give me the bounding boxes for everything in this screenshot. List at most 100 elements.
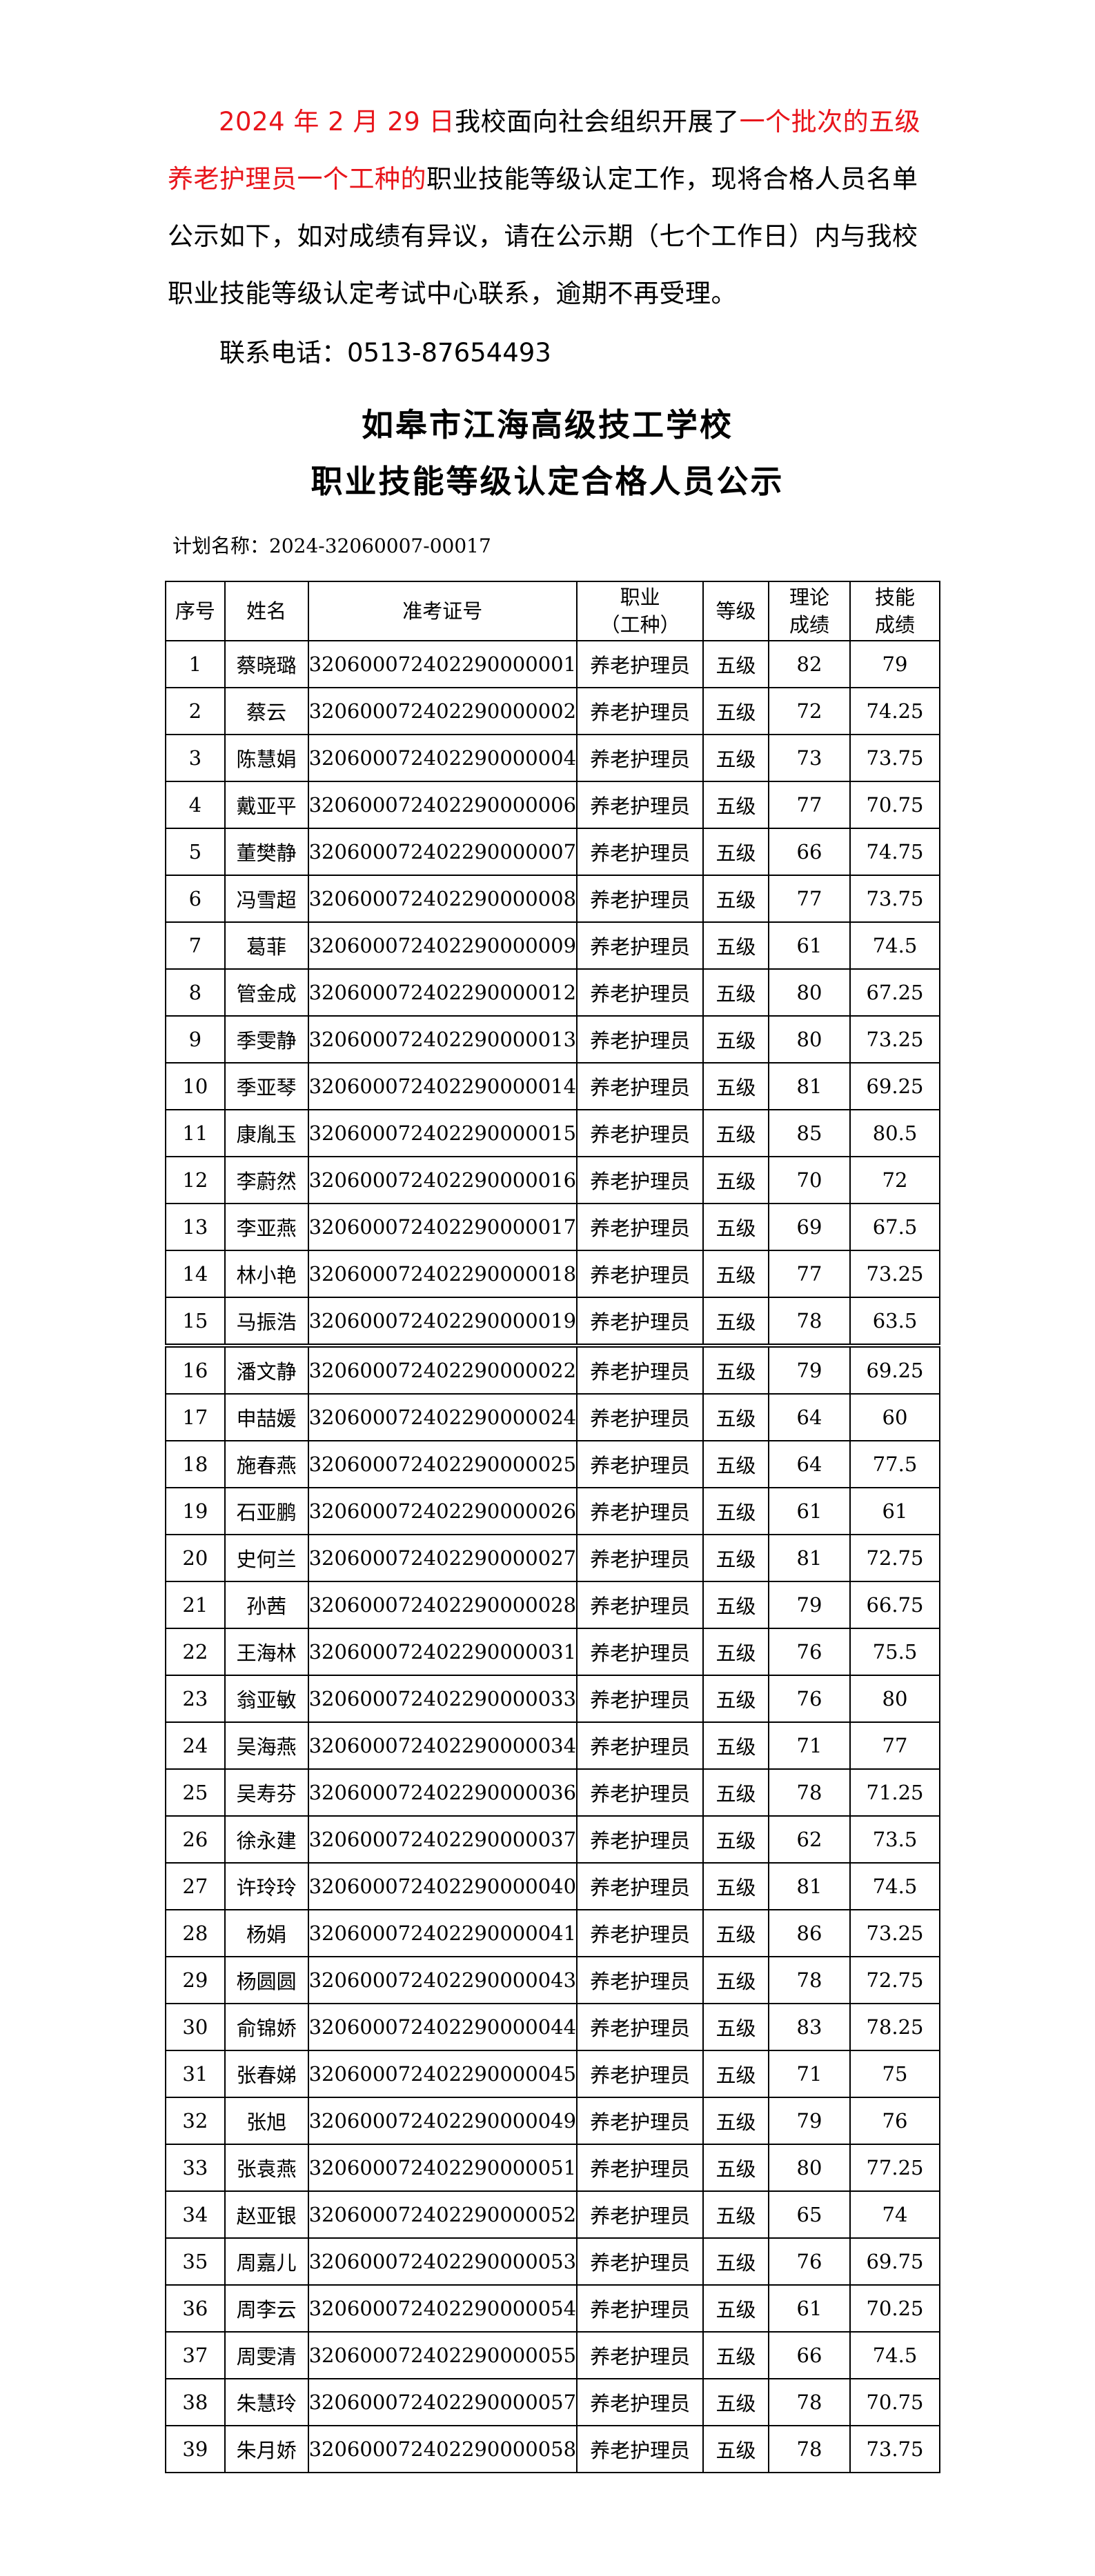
cell-no: 11 xyxy=(165,1109,226,1157)
cell-occupation: 养老护理员 xyxy=(576,1062,704,1110)
cell-name: 冯雪超 xyxy=(224,875,309,923)
cell-occupation: 养老护理员 xyxy=(576,921,704,970)
notice-text-2: 职业技能等级认定工作，现将合格人员名单公示如下，如对成绩有异议，请在公示期（七个… xyxy=(168,164,918,308)
cell-theory-score: 70 xyxy=(767,1156,851,1204)
cell-theory-score: 64 xyxy=(767,1440,851,1488)
cell-theory-score: 81 xyxy=(767,1062,851,1110)
cell-name: 张旭 xyxy=(224,2097,309,2145)
cell-no: 26 xyxy=(165,1815,226,1864)
cell-no: 27 xyxy=(165,1862,226,1910)
cell-name: 赵亚银 xyxy=(224,2190,309,2239)
cell-level: 五级 xyxy=(702,1675,769,1723)
cell-theory-score: 71 xyxy=(767,2050,851,2098)
cell-name: 朱慧玲 xyxy=(224,2378,309,2426)
cell-occupation: 养老护理员 xyxy=(576,1297,704,1346)
header-theory-line1: 理论 xyxy=(789,586,829,609)
plan-name: 计划名称：2024-32060007-00017 xyxy=(172,535,491,557)
cell-occupation: 养老护理员 xyxy=(576,1156,704,1204)
table-row: 35 周嘉儿 320600072402290000053 养老护理员 五级 76 69.75 xyxy=(165,2237,940,2286)
notice-batch: 一个批次的五级养老护理员一个工种的 xyxy=(168,107,921,194)
cell-ticket: 320600072402290000058 xyxy=(307,2425,578,2473)
cell-occupation: 养老护理员 xyxy=(576,875,704,923)
cell-ticket: 320600072402290000022 xyxy=(307,1344,578,1395)
table-row: 29 杨圆圆 320600072402290000043 养老护理员 五级 78 72.75 xyxy=(165,1956,940,2004)
cell-theory-score: 78 xyxy=(767,2378,851,2426)
cell-skill-score: 70.75 xyxy=(849,781,940,829)
cell-name: 周李云 xyxy=(224,2284,309,2333)
cell-no: 13 xyxy=(165,1203,226,1251)
cell-level: 五级 xyxy=(702,1862,769,1910)
cell-level: 五级 xyxy=(702,875,769,923)
cell-theory-score: 72 xyxy=(767,687,851,735)
cell-occupation: 养老护理员 xyxy=(576,1534,704,1582)
cell-level: 五级 xyxy=(702,1250,769,1298)
cell-no: 19 xyxy=(165,1487,226,1535)
cell-name: 潘文静 xyxy=(224,1344,309,1395)
header-occupation: 职业 （工种） xyxy=(576,581,704,641)
cell-name: 季亚琴 xyxy=(224,1062,309,1110)
table-row: 1 蔡晓璐 320600072402290000001 养老护理员 五级 82 79 xyxy=(165,640,940,688)
cell-level: 五级 xyxy=(702,2331,769,2379)
cell-theory-score: 61 xyxy=(767,2284,851,2333)
header-theory: 理论 成绩 xyxy=(767,581,851,641)
cell-name: 蔡云 xyxy=(224,687,309,735)
cell-ticket: 320600072402290000053 xyxy=(307,2237,578,2286)
cell-no: 5 xyxy=(165,828,226,876)
table-row: 25 吴寿芬 320600072402290000036 养老护理员 五级 78 71.25 xyxy=(165,1768,940,1817)
cell-ticket: 320600072402290000017 xyxy=(307,1203,578,1251)
cell-ticket: 320600072402290000001 xyxy=(307,640,578,688)
cell-no: 23 xyxy=(165,1675,226,1723)
notice-title: 职业技能等级认定合格人员公示 xyxy=(310,463,785,500)
cell-ticket: 320600072402290000014 xyxy=(307,1062,578,1110)
cell-occupation: 养老护理员 xyxy=(576,2237,704,2286)
cell-theory-score: 66 xyxy=(767,828,851,876)
cell-name: 张春娣 xyxy=(224,2050,309,2098)
table-row: 17 申喆媛 320600072402290000024 养老护理员 五级 64 60 xyxy=(165,1393,940,1441)
cell-skill-score: 69.25 xyxy=(849,1062,940,1110)
cell-level: 五级 xyxy=(702,2378,769,2426)
cell-level: 五级 xyxy=(702,687,769,735)
cell-no: 39 xyxy=(165,2425,226,2473)
cell-skill-score: 78.25 xyxy=(849,2003,940,2051)
cell-name: 周雯清 xyxy=(224,2331,309,2379)
table-row: 23 翁亚敏 320600072402290000033 养老护理员 五级 76 80 xyxy=(165,1675,940,1723)
cell-name: 许玲玲 xyxy=(224,1862,309,1910)
cell-level: 五级 xyxy=(702,1815,769,1864)
cell-skill-score: 77.5 xyxy=(849,1440,940,1488)
cell-occupation: 养老护理员 xyxy=(576,1344,704,1395)
cell-occupation: 养老护理员 xyxy=(576,2003,704,2051)
cell-skill-score: 74.25 xyxy=(849,687,940,735)
table-body: 1 蔡晓璐 320600072402290000001 养老护理员 五级 82 79 2 蔡云 3… xyxy=(165,640,940,2473)
cell-no: 1 xyxy=(165,640,226,688)
cell-level: 五级 xyxy=(702,781,769,829)
cell-theory-score: 79 xyxy=(767,2097,851,2145)
cell-level: 五级 xyxy=(702,2050,769,2098)
cell-no: 10 xyxy=(165,1062,226,1110)
cell-skill-score: 75.5 xyxy=(849,1628,940,1676)
cell-occupation: 养老护理员 xyxy=(576,1675,704,1723)
cell-occupation: 养老护理员 xyxy=(576,1015,704,1064)
cell-ticket: 320600072402290000008 xyxy=(307,875,578,923)
table-row: 34 赵亚银 320600072402290000052 养老护理员 五级 65 74 xyxy=(165,2190,940,2239)
cell-ticket: 320600072402290000018 xyxy=(307,1250,578,1298)
cell-theory-score: 81 xyxy=(767,1534,851,1582)
cell-name: 周嘉儿 xyxy=(224,2237,309,2286)
table-row: 27 许玲玲 320600072402290000040 养老护理员 五级 81 74.5 xyxy=(165,1862,940,1910)
cell-no: 34 xyxy=(165,2190,226,2239)
cell-name: 管金成 xyxy=(224,968,309,1017)
header-occupation-line2: （工种） xyxy=(600,613,680,637)
cell-occupation: 养老护理员 xyxy=(576,2284,704,2333)
cell-skill-score: 80.5 xyxy=(849,1109,940,1157)
cell-theory-score: 61 xyxy=(767,921,851,970)
cell-skill-score: 74.5 xyxy=(849,2331,940,2379)
table-row: 9 季雯静 320600072402290000013 养老护理员 五级 80 73.25 xyxy=(165,1015,940,1064)
cell-level: 五级 xyxy=(702,1393,769,1441)
cell-ticket: 320600072402290000006 xyxy=(307,781,578,829)
cell-name: 蔡晓璐 xyxy=(224,640,309,688)
cell-no: 7 xyxy=(165,921,226,970)
cell-theory-score: 82 xyxy=(767,640,851,688)
cell-name: 吴海燕 xyxy=(224,1721,309,1770)
table-row: 15 马振浩 320600072402290000019 养老护理员 五级 78 63.5 xyxy=(165,1297,940,1346)
cell-ticket: 320600072402290000019 xyxy=(307,1297,578,1346)
cell-name: 马振浩 xyxy=(224,1297,309,1346)
